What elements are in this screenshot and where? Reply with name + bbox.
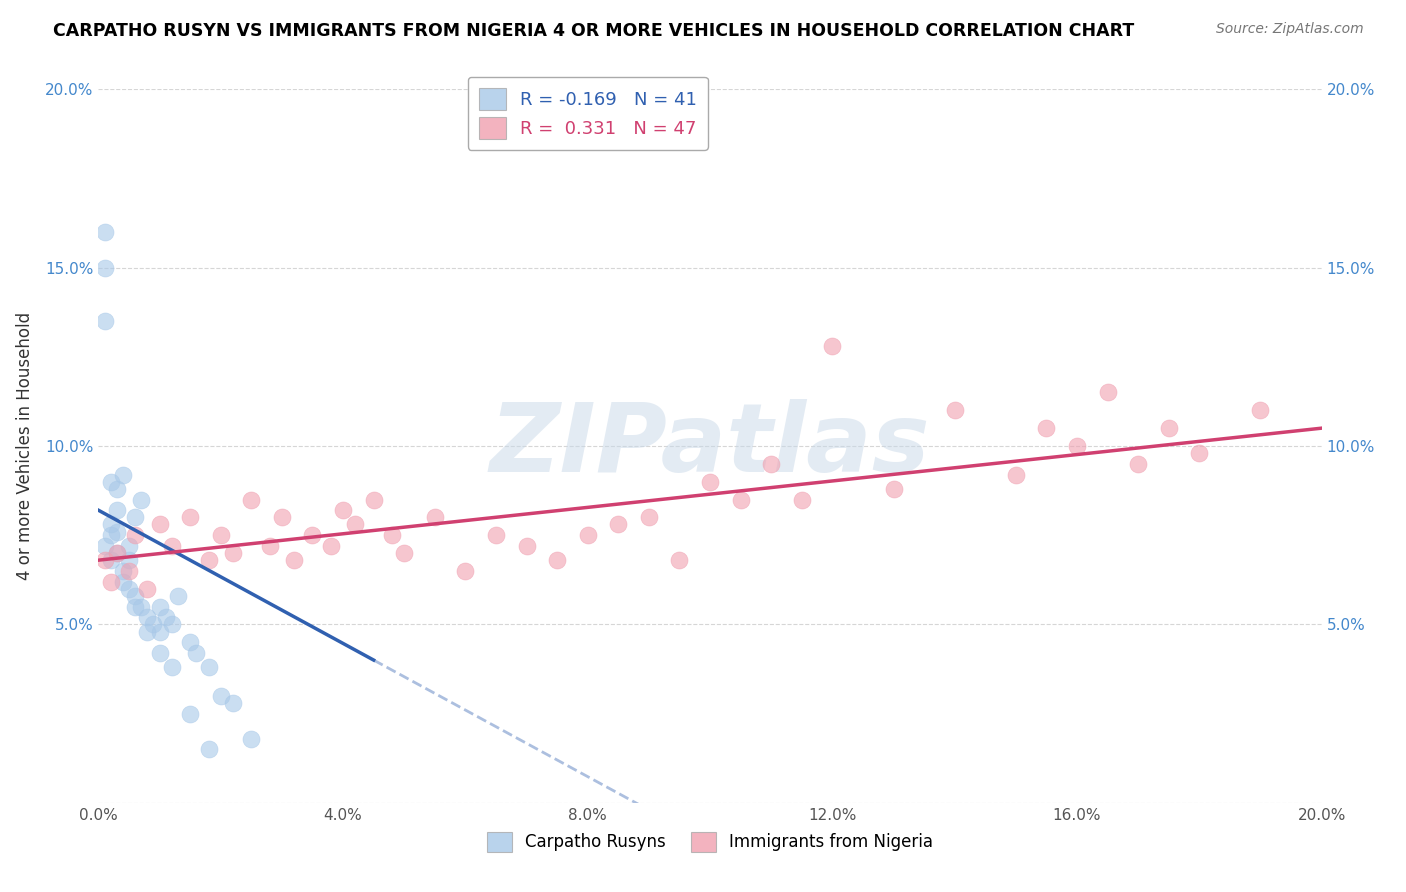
Point bbox=[301, 528, 323, 542]
Point bbox=[105, 546, 128, 560]
Point bbox=[149, 599, 172, 614]
Point bbox=[730, 492, 752, 507]
Point bbox=[129, 492, 152, 507]
Point bbox=[149, 646, 172, 660]
Point bbox=[668, 553, 690, 567]
Point bbox=[1128, 457, 1150, 471]
Point bbox=[186, 646, 208, 660]
Point bbox=[124, 599, 146, 614]
Point bbox=[118, 564, 141, 578]
Point bbox=[546, 553, 568, 567]
Point bbox=[93, 260, 115, 275]
Point bbox=[1097, 385, 1119, 400]
Point bbox=[160, 660, 183, 674]
Point bbox=[100, 553, 122, 567]
Point bbox=[105, 546, 128, 560]
Point bbox=[1035, 421, 1057, 435]
Point bbox=[1249, 403, 1271, 417]
Point bbox=[637, 510, 661, 524]
Point bbox=[93, 314, 115, 328]
Point bbox=[1188, 446, 1211, 460]
Point bbox=[240, 731, 263, 746]
Point bbox=[160, 617, 183, 632]
Point bbox=[136, 624, 159, 639]
Point bbox=[344, 517, 367, 532]
Text: ZIPatlas: ZIPatlas bbox=[489, 400, 931, 492]
Point bbox=[197, 553, 219, 567]
Point bbox=[93, 225, 115, 239]
Point bbox=[167, 589, 190, 603]
Point bbox=[516, 539, 538, 553]
Point bbox=[197, 742, 219, 756]
Point bbox=[100, 517, 122, 532]
Point bbox=[222, 696, 245, 710]
Point bbox=[155, 610, 177, 624]
Point bbox=[111, 564, 134, 578]
Point bbox=[423, 510, 446, 524]
Point bbox=[100, 574, 122, 589]
Point bbox=[485, 528, 508, 542]
Point bbox=[381, 528, 404, 542]
Point bbox=[576, 528, 599, 542]
Text: CARPATHO RUSYN VS IMMIGRANTS FROM NIGERIA 4 OR MORE VEHICLES IN HOUSEHOLD CORREL: CARPATHO RUSYN VS IMMIGRANTS FROM NIGERI… bbox=[53, 22, 1135, 40]
Point bbox=[363, 492, 385, 507]
Point bbox=[179, 706, 201, 721]
Point bbox=[222, 546, 245, 560]
Point bbox=[454, 564, 477, 578]
Point bbox=[105, 524, 128, 539]
Point bbox=[209, 689, 232, 703]
Point bbox=[607, 517, 630, 532]
Point bbox=[943, 403, 966, 417]
Point bbox=[197, 660, 219, 674]
Point bbox=[160, 539, 183, 553]
Point bbox=[283, 553, 305, 567]
Point bbox=[149, 517, 172, 532]
Text: Source: ZipAtlas.com: Source: ZipAtlas.com bbox=[1216, 22, 1364, 37]
Point bbox=[105, 482, 128, 496]
Point bbox=[124, 510, 146, 524]
Point bbox=[124, 528, 146, 542]
Point bbox=[149, 624, 172, 639]
Point bbox=[319, 539, 342, 553]
Point bbox=[118, 553, 141, 567]
Point bbox=[392, 546, 416, 560]
Legend: Carpatho Rusyns, Immigrants from Nigeria: Carpatho Rusyns, Immigrants from Nigeria bbox=[481, 825, 939, 859]
Point bbox=[1157, 421, 1180, 435]
Point bbox=[105, 503, 128, 517]
Point bbox=[883, 482, 905, 496]
Point bbox=[790, 492, 813, 507]
Point bbox=[1004, 467, 1026, 482]
Point bbox=[136, 582, 159, 596]
Point bbox=[259, 539, 281, 553]
Point bbox=[129, 599, 152, 614]
Point bbox=[93, 539, 115, 553]
Y-axis label: 4 or more Vehicles in Household: 4 or more Vehicles in Household bbox=[15, 312, 34, 580]
Point bbox=[699, 475, 721, 489]
Point bbox=[111, 574, 134, 589]
Point bbox=[136, 610, 159, 624]
Point bbox=[124, 589, 146, 603]
Point bbox=[179, 635, 201, 649]
Point bbox=[821, 339, 844, 353]
Point bbox=[240, 492, 263, 507]
Point bbox=[209, 528, 232, 542]
Point bbox=[111, 467, 134, 482]
Point bbox=[100, 528, 122, 542]
Point bbox=[142, 617, 165, 632]
Point bbox=[100, 475, 122, 489]
Point bbox=[179, 510, 201, 524]
Point bbox=[270, 510, 292, 524]
Point bbox=[1066, 439, 1088, 453]
Point bbox=[118, 582, 141, 596]
Point bbox=[759, 457, 782, 471]
Point bbox=[118, 539, 141, 553]
Point bbox=[93, 553, 115, 567]
Point bbox=[332, 503, 354, 517]
